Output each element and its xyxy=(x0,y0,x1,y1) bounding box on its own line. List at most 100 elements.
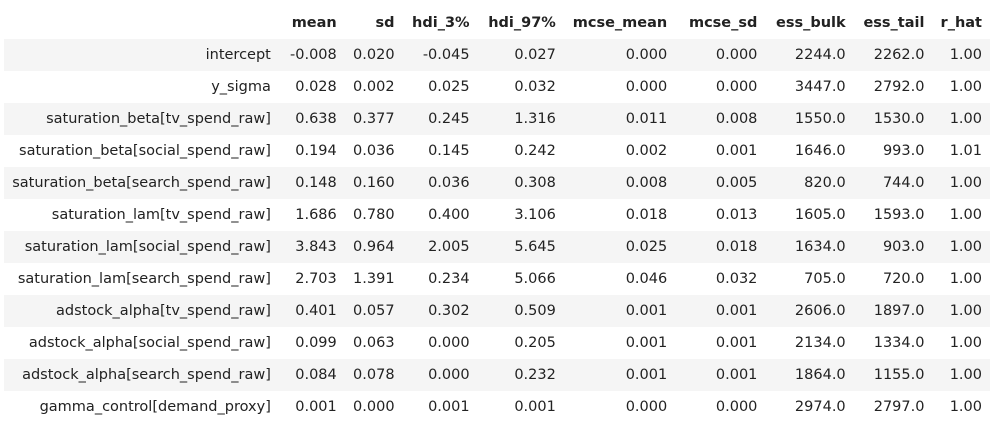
row-label: saturation_lam[tv_spend_raw] xyxy=(51,207,271,223)
table-cell: 2244.0 xyxy=(794,47,846,63)
table-cell: 1897.0 xyxy=(873,303,925,319)
table-cell: 0.084 xyxy=(295,367,337,383)
table-cell: 2797.0 xyxy=(873,399,925,415)
table-cell: 1530.0 xyxy=(873,111,925,127)
table-cell: 2262.0 xyxy=(873,47,925,63)
table-cell: 0.377 xyxy=(353,111,395,127)
table-cell: 0.028 xyxy=(295,79,337,95)
table-cell: 0.638 xyxy=(295,111,337,127)
index-header xyxy=(4,6,279,39)
table-cell: 0.242 xyxy=(514,143,556,159)
posterior-summary-table: mean sd hdi_3% hdi_97% mcse_mean mcse_sd ess_b… xyxy=(4,6,990,423)
table-row: y_sigma 0.028 0.002 0.025 0.032 0.000 0.000 344… xyxy=(4,71,990,103)
table-cell: 0.001 xyxy=(514,399,556,415)
row-label: saturation_beta[search_spend_raw] xyxy=(12,175,271,191)
table-cell: 0.008 xyxy=(715,111,758,127)
column-header: mean xyxy=(278,6,345,39)
table-cell: 0.001 xyxy=(428,399,470,415)
table-cell: 1646.0 xyxy=(794,143,846,159)
table-cell: 1155.0 xyxy=(873,367,925,383)
table-cell: 0.001 xyxy=(625,335,668,351)
table-cell: 0.000 xyxy=(715,79,758,95)
table-cell: 0.027 xyxy=(514,47,556,63)
table-row: saturation_beta[tv_spend_raw] 0.638 0.377 0… xyxy=(4,103,990,135)
table-cell: 1.316 xyxy=(514,111,556,127)
table-cell: 2.005 xyxy=(428,239,470,255)
column-header: mcse_sd xyxy=(675,6,766,39)
table-cell: 0.400 xyxy=(428,207,470,223)
column-header: sd xyxy=(344,6,403,39)
row-label: adstock_alpha[search_spend_raw] xyxy=(22,367,271,383)
table-cell: 0.401 xyxy=(295,303,337,319)
table-cell: 2792.0 xyxy=(873,79,925,95)
table-cell: 0.018 xyxy=(625,207,668,223)
table-cell: 1.00 xyxy=(949,367,982,383)
column-header: hdi_3% xyxy=(402,6,478,39)
table-cell: 3447.0 xyxy=(794,79,846,95)
table-cell: 0.046 xyxy=(625,271,668,287)
table-cell: 0.160 xyxy=(353,175,395,191)
table-cell: 0.020 xyxy=(353,47,395,63)
table-cell: 0.245 xyxy=(428,111,470,127)
table-cell: 2974.0 xyxy=(794,399,846,415)
table-cell: 0.036 xyxy=(428,175,470,191)
table-cell: 0.148 xyxy=(295,175,337,191)
table-cell: 0.000 xyxy=(428,335,470,351)
row-label: saturation_lam[search_spend_raw] xyxy=(17,271,271,287)
table-cell: 0.013 xyxy=(715,207,758,223)
row-label: intercept xyxy=(205,47,271,63)
table-header: mean sd hdi_3% hdi_97% mcse_mean mcse_sd ess_b… xyxy=(4,6,990,39)
table-cell: 0.302 xyxy=(428,303,470,319)
table-cell: 2134.0 xyxy=(794,335,846,351)
table-cell: 0.234 xyxy=(428,271,470,287)
table-row: gamma_control[demand_proxy] 0.001 0.000 0.0… xyxy=(4,391,990,423)
table-cell: 1.00 xyxy=(949,207,982,223)
table-cell: 0.099 xyxy=(295,335,337,351)
row-label: adstock_alpha[social_spend_raw] xyxy=(28,335,271,351)
table-cell: 0.008 xyxy=(625,175,668,191)
table-cell: 0.005 xyxy=(715,175,758,191)
table-cell: 744.0 xyxy=(882,175,925,191)
table-row: adstock_alpha[search_spend_raw] 0.084 0.07… xyxy=(4,359,990,391)
table-cell: 1.00 xyxy=(949,399,982,415)
table-cell: 0.002 xyxy=(353,79,395,95)
column-header: hdi_97% xyxy=(477,6,564,39)
row-label: saturation_beta[social_spend_raw] xyxy=(19,143,271,159)
table-cell: 0.025 xyxy=(625,239,668,255)
table-row: adstock_alpha[social_spend_raw] 0.099 0.06… xyxy=(4,327,990,359)
table-cell: 0.780 xyxy=(353,207,395,223)
table-cell: 0.057 xyxy=(353,303,395,319)
table-cell: 1593.0 xyxy=(873,207,925,223)
table-cell: 3.106 xyxy=(514,207,556,223)
table-cell: 0.018 xyxy=(715,239,758,255)
table-cell: 0.025 xyxy=(428,79,470,95)
table-cell: 705.0 xyxy=(804,271,846,287)
table-cell: 1334.0 xyxy=(873,335,925,351)
row-label: y_sigma xyxy=(211,79,271,95)
table-cell: 1605.0 xyxy=(794,207,846,223)
row-label: adstock_alpha[tv_spend_raw] xyxy=(55,303,271,319)
table-cell: 1.391 xyxy=(353,271,395,287)
table-cell: 0.000 xyxy=(625,47,668,63)
table-row: saturation_lam[tv_spend_raw] 1.686 0.780 0.… xyxy=(4,199,990,231)
table-cell: 0.001 xyxy=(715,143,758,159)
table-cell: 0.232 xyxy=(514,367,556,383)
table-cell: 1.00 xyxy=(949,175,982,191)
table-row: saturation_lam[social_spend_raw] 3.843 0.9… xyxy=(4,231,990,263)
table-cell: 0.001 xyxy=(625,367,668,383)
table-cell: 1.00 xyxy=(949,79,982,95)
table-cell: 0.032 xyxy=(715,271,758,287)
table-cell: 0.001 xyxy=(715,335,758,351)
table-row: adstock_alpha[tv_spend_raw] 0.401 0.057 0.3… xyxy=(4,295,990,327)
table-cell: 3.843 xyxy=(295,239,337,255)
table-cell: 0.063 xyxy=(353,335,395,351)
summary-table-container: mean sd hdi_3% hdi_97% mcse_mean mcse_sd ess_b… xyxy=(4,6,990,423)
table-cell: 1550.0 xyxy=(794,111,846,127)
table-cell: 1.00 xyxy=(949,271,982,287)
column-header: ess_tail xyxy=(853,6,933,39)
row-label: gamma_control[demand_proxy] xyxy=(39,399,271,415)
table-cell: 0.000 xyxy=(715,399,758,415)
table-row: saturation_lam[search_spend_raw] 2.703 1.3… xyxy=(4,263,990,295)
table-cell: 0.000 xyxy=(715,47,758,63)
table-cell: 1.00 xyxy=(949,239,982,255)
